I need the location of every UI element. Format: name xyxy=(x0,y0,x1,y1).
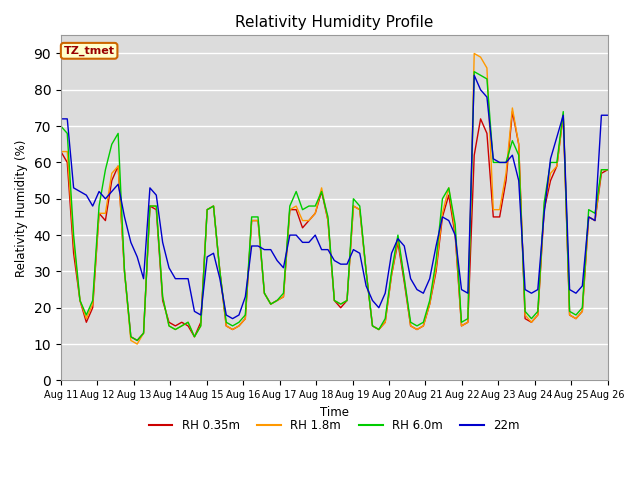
RH 6.0m xyxy=(515,152,523,158)
22m xyxy=(57,116,65,122)
RH 0.35m xyxy=(292,207,300,213)
RH 1.8m xyxy=(57,149,65,155)
RH 6.0m xyxy=(184,319,192,325)
RH 0.35m xyxy=(184,323,192,329)
22m xyxy=(337,261,344,267)
RH 6.0m xyxy=(222,319,230,325)
Line: RH 6.0m: RH 6.0m xyxy=(61,72,608,340)
RH 0.35m xyxy=(152,207,160,213)
RH 1.8m xyxy=(292,203,300,209)
22m xyxy=(515,178,523,183)
X-axis label: Time: Time xyxy=(320,406,349,419)
RH 1.8m xyxy=(515,142,523,147)
RH 0.35m xyxy=(604,167,612,173)
Text: TZ_tmet: TZ_tmet xyxy=(63,46,115,56)
RH 6.0m xyxy=(292,189,300,194)
RH 0.35m xyxy=(133,337,141,343)
22m xyxy=(216,276,224,282)
RH 6.0m xyxy=(152,203,160,209)
RH 1.8m xyxy=(604,167,612,173)
RH 1.8m xyxy=(133,341,141,347)
RH 6.0m xyxy=(133,337,141,343)
RH 1.8m xyxy=(222,323,230,329)
RH 1.8m xyxy=(152,203,160,209)
Line: RH 0.35m: RH 0.35m xyxy=(61,112,608,340)
RH 6.0m xyxy=(470,69,478,74)
RH 1.8m xyxy=(184,319,192,325)
Line: RH 1.8m: RH 1.8m xyxy=(61,53,608,344)
Line: 22m: 22m xyxy=(61,75,608,319)
RH 6.0m xyxy=(57,123,65,129)
RH 0.35m xyxy=(509,109,516,115)
RH 0.35m xyxy=(337,305,344,311)
RH 1.8m xyxy=(470,50,478,56)
22m xyxy=(146,185,154,191)
RH 0.35m xyxy=(57,149,65,155)
Y-axis label: Relativity Humidity (%): Relativity Humidity (%) xyxy=(15,139,28,276)
Title: Relativity Humidity Profile: Relativity Humidity Profile xyxy=(235,15,433,30)
22m xyxy=(228,316,236,322)
RH 6.0m xyxy=(337,301,344,307)
Legend: RH 0.35m, RH 1.8m, RH 6.0m, 22m: RH 0.35m, RH 1.8m, RH 6.0m, 22m xyxy=(144,414,525,437)
22m xyxy=(292,232,300,238)
RH 1.8m xyxy=(337,301,344,307)
22m xyxy=(178,276,186,282)
RH 0.35m xyxy=(222,323,230,329)
22m xyxy=(604,112,612,118)
22m xyxy=(470,72,478,78)
RH 6.0m xyxy=(604,167,612,173)
RH 0.35m xyxy=(515,142,523,147)
